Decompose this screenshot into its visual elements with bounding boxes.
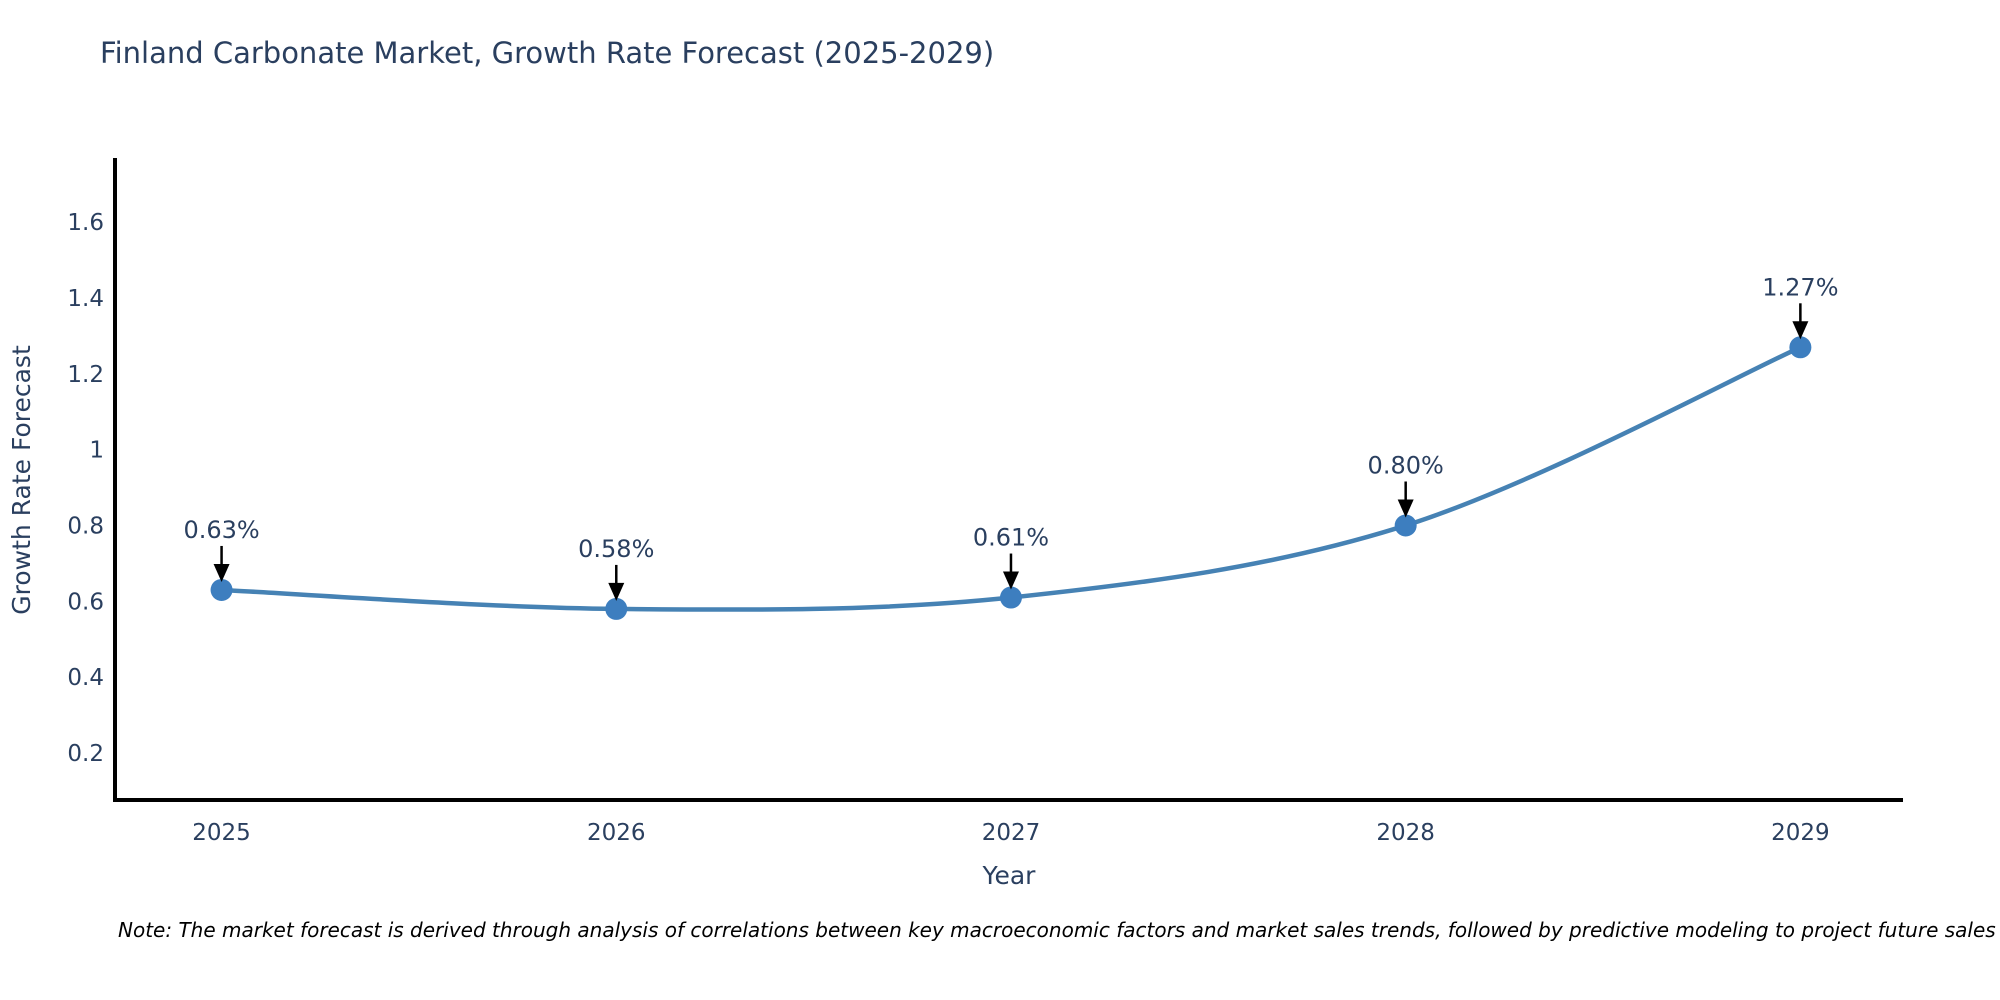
y-axis-title: Growth Rate Forecast [7, 345, 36, 615]
data-point-marker[interactable] [210, 578, 233, 601]
data-point-label: 0.63% [183, 516, 259, 544]
annotation-arrowhead-icon [608, 582, 625, 601]
y-tick-label: 0.4 [67, 665, 104, 691]
y-tick-label: 0.6 [67, 589, 104, 615]
data-point-marker[interactable] [999, 586, 1022, 609]
x-tick-label: 2028 [1376, 820, 1435, 846]
x-tick-label: 2027 [982, 820, 1041, 846]
annotation-arrowhead-icon [1792, 321, 1809, 340]
data-point-label: 0.80% [1368, 451, 1444, 479]
x-tick-label: 2025 [192, 820, 251, 846]
data-point-marker[interactable] [1789, 336, 1812, 359]
y-tick-label: 0.8 [67, 513, 104, 539]
y-tick-label: 1.4 [67, 286, 104, 312]
data-point-label: 1.27% [1762, 273, 1838, 301]
y-tick-label: 1.2 [67, 362, 104, 388]
annotation-arrowhead-icon [213, 563, 230, 582]
chart-title: Finland Carbonate Market, Growth Rate Fo… [100, 36, 995, 70]
x-axis-title: Year [982, 861, 1037, 890]
data-point-marker[interactable] [1394, 514, 1417, 537]
data-point-label: 0.58% [578, 535, 654, 563]
data-point-marker[interactable] [605, 597, 628, 620]
x-tick-label: 2026 [587, 820, 646, 846]
y-tick-label: 1.6 [67, 210, 104, 236]
y-tick-label: 1 [89, 438, 104, 464]
x-tick-label: 2029 [1771, 820, 1830, 846]
footnote: Note: The market forecast is derived thr… [118, 918, 1996, 942]
annotation-arrowhead-icon [1397, 499, 1414, 518]
y-tick-label: 0.2 [67, 741, 104, 767]
annotation-arrowhead-icon [1002, 571, 1019, 590]
data-point-label: 0.61% [973, 524, 1049, 552]
